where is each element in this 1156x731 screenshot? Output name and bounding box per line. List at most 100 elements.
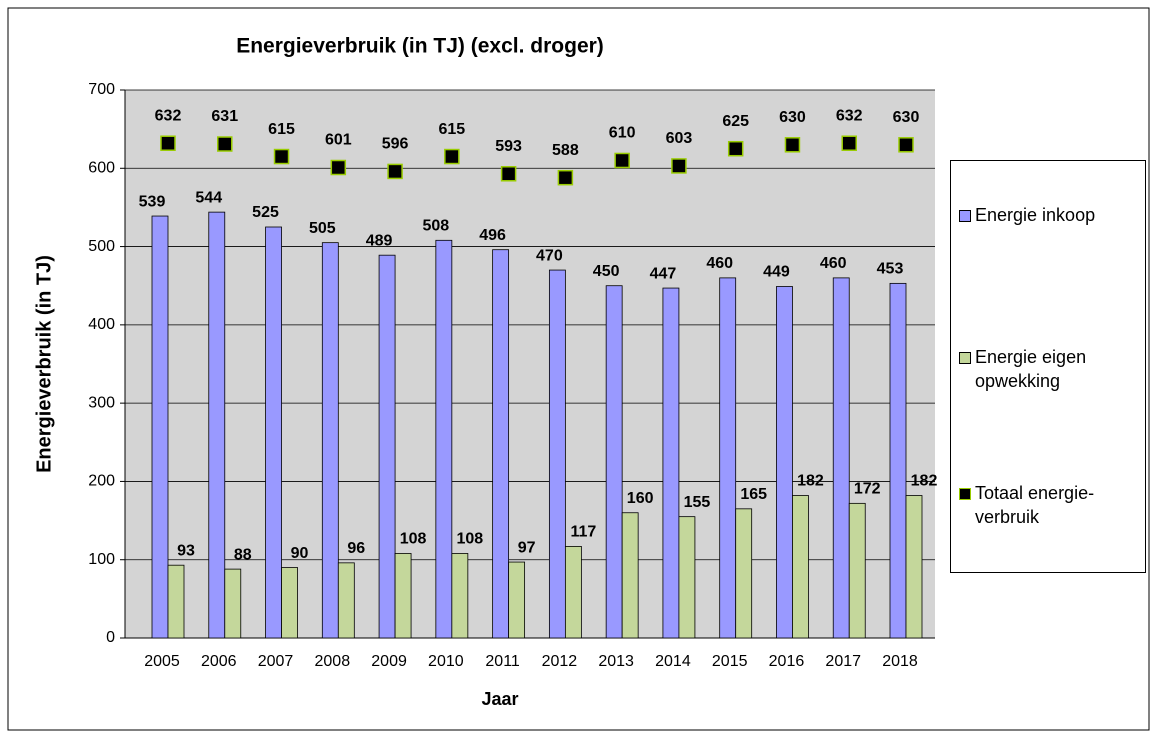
data-label: 90 — [291, 545, 309, 562]
x-tick-label: 2005 — [144, 653, 180, 670]
x-tick-label: 2016 — [769, 653, 805, 670]
bar — [792, 495, 809, 639]
data-label: 93 — [177, 542, 195, 559]
data-label: 447 — [650, 265, 677, 282]
data-label: 155 — [684, 494, 711, 511]
bar — [151, 215, 169, 639]
x-tick-label: 2007 — [258, 653, 294, 670]
data-label: 96 — [347, 540, 365, 557]
marker — [671, 158, 687, 174]
legend-swatch — [959, 210, 971, 222]
bar — [832, 277, 850, 639]
marker — [784, 137, 801, 153]
y-tick-label: 500 — [88, 238, 115, 255]
data-label: 88 — [234, 546, 252, 563]
x-tick-label: 2014 — [655, 653, 691, 670]
y-tick-label: 300 — [88, 394, 115, 411]
bar — [265, 226, 282, 639]
data-label: 182 — [797, 473, 824, 490]
bar — [564, 546, 582, 639]
bar — [492, 249, 510, 639]
data-label: 117 — [570, 524, 596, 541]
data-label: 630 — [779, 109, 806, 126]
bar — [605, 285, 623, 639]
marker — [898, 137, 914, 153]
bar — [508, 561, 526, 639]
data-label: 489 — [366, 232, 393, 249]
bar — [678, 516, 696, 639]
bar — [378, 254, 396, 639]
data-label: 460 — [706, 255, 733, 272]
bar — [224, 568, 242, 639]
marker — [500, 166, 517, 182]
bar — [167, 564, 185, 639]
y-tick-label: 200 — [88, 473, 115, 490]
data-label: 601 — [325, 132, 352, 149]
legend-entry: Energie eigen opwekking — [959, 345, 1139, 393]
x-tick-label: 2015 — [712, 653, 748, 670]
legend-entry: Totaal energie-verbruik — [959, 481, 1139, 529]
data-label: 588 — [552, 142, 579, 159]
bar — [905, 495, 923, 639]
data-label: 508 — [422, 218, 449, 235]
chart-frame — [7, 7, 1150, 731]
bar — [281, 567, 298, 639]
data-label: 108 — [400, 531, 427, 548]
data-label: 453 — [877, 261, 904, 278]
data-label: 449 — [763, 264, 790, 281]
marker — [160, 135, 176, 151]
x-tick-label: 2009 — [371, 653, 407, 670]
data-label: 603 — [666, 130, 693, 147]
data-label: 450 — [593, 263, 620, 280]
marker — [841, 135, 857, 151]
data-label: 97 — [518, 539, 536, 556]
y-tick-label: 400 — [88, 316, 115, 333]
x-tick-label: 2011 — [485, 653, 520, 670]
y-tick-label: 700 — [88, 81, 115, 98]
x-tick-label: 2010 — [428, 653, 464, 670]
legend-entry: Energie inkoop — [959, 203, 1139, 227]
data-label: 460 — [820, 255, 847, 272]
marker — [330, 159, 347, 176]
legend-label: Energie inkoop — [975, 205, 1096, 225]
data-label: 544 — [195, 189, 222, 206]
x-tick-label: 2006 — [201, 653, 237, 670]
bar — [435, 239, 453, 639]
y-axis-title: Energieverbruik (in TJ) — [33, 255, 55, 473]
data-label: 631 — [211, 108, 238, 125]
y-tick-label: 100 — [88, 551, 115, 568]
legend-swatch — [959, 488, 971, 500]
chart-title: Energieverbruik (in TJ) (excl. droger) — [236, 35, 604, 58]
x-tick-label: 2008 — [315, 653, 351, 670]
bar — [208, 211, 226, 639]
data-label: 525 — [252, 204, 279, 221]
bar — [719, 277, 737, 639]
x-tick-label: 2017 — [825, 653, 861, 670]
marker — [727, 140, 744, 157]
data-label: 470 — [536, 247, 563, 264]
data-label: 505 — [309, 220, 336, 237]
data-label: 108 — [456, 531, 483, 548]
marker — [387, 163, 403, 180]
data-label: 172 — [854, 481, 881, 498]
data-label: 615 — [268, 121, 295, 138]
data-label: 632 — [155, 107, 182, 124]
data-label: 160 — [627, 490, 654, 507]
data-label: 615 — [438, 121, 465, 138]
data-label: 610 — [609, 125, 636, 142]
marker — [444, 148, 460, 165]
marker — [217, 136, 233, 152]
x-tick-label: 2018 — [882, 653, 918, 670]
legend: Energie inkoop Energie eigen opwekking Tot… — [950, 160, 1146, 573]
bar — [848, 502, 866, 639]
data-label: 182 — [911, 473, 938, 490]
marker — [557, 169, 574, 186]
data-label: 593 — [495, 138, 522, 155]
bar — [662, 287, 680, 639]
bar — [735, 508, 753, 639]
data-label: 596 — [382, 136, 409, 153]
x-axis-title: Jaar — [481, 689, 518, 709]
legend-label: Energie eigen opwekking — [975, 347, 1087, 391]
